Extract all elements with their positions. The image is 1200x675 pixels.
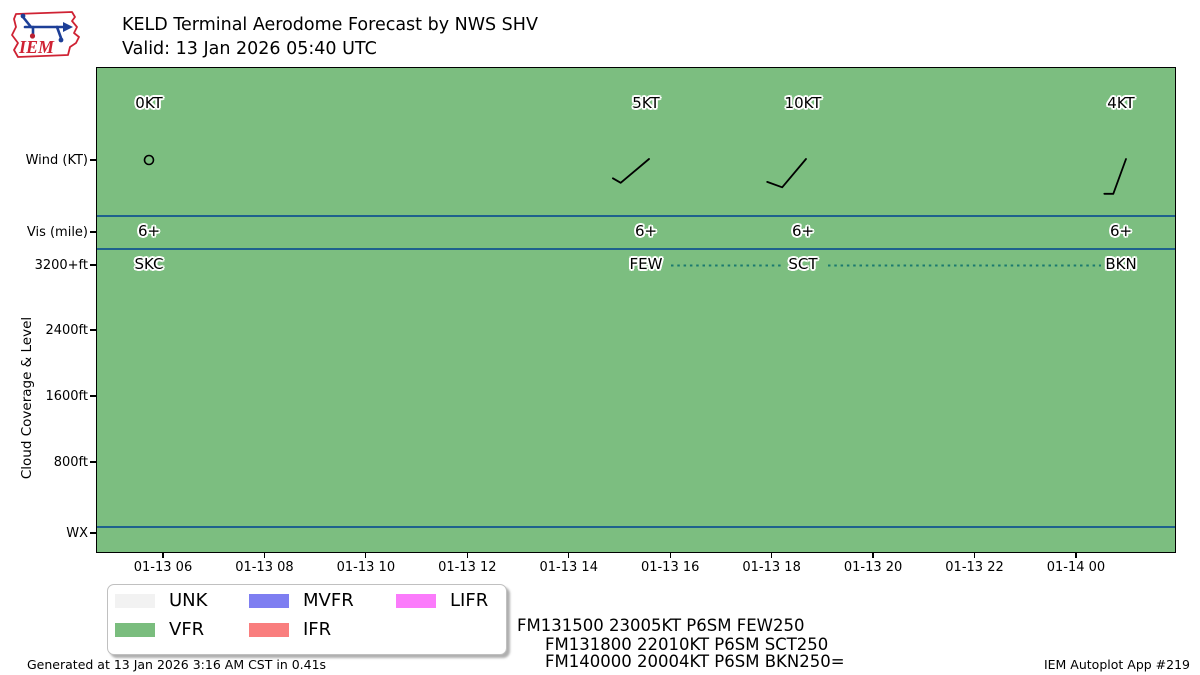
wind-speed-label: 5KT xyxy=(632,94,660,112)
legend-label-vfr: VFR xyxy=(169,619,205,640)
legend-label-ifr: IFR xyxy=(303,619,332,640)
separator-line-1 xyxy=(97,215,1175,217)
legend-swatch-ifr xyxy=(249,623,289,637)
y-tick-label: 2400ft xyxy=(45,323,88,338)
legend-swatch-unk xyxy=(115,594,155,608)
legend-label-lifr: LIFR xyxy=(450,590,489,611)
separator-line-2 xyxy=(97,248,1175,250)
page-title: KELD Terminal Aerodome Forecast by NWS S… xyxy=(122,15,538,35)
legend-label-mvfr: MVFR xyxy=(303,590,354,611)
x-tick-label: 01-13 14 xyxy=(539,560,598,575)
legend-swatch-vfr xyxy=(115,623,155,637)
visibility-label: 6+ xyxy=(1109,222,1133,240)
cloud-coverage-label: FEW xyxy=(629,255,663,273)
wind-speed-label: 0KT xyxy=(135,94,163,112)
x-tick-label: 01-13 08 xyxy=(235,560,294,575)
x-tick-mark xyxy=(466,553,468,558)
x-tick-label: 01-13 18 xyxy=(742,560,801,575)
weather-vane-icon xyxy=(20,13,73,43)
x-tick-mark xyxy=(263,553,266,558)
vane-hub xyxy=(29,33,36,39)
visibility-label: 6+ xyxy=(634,222,658,240)
x-tick-mark xyxy=(1075,553,1077,558)
separator-line-3 xyxy=(97,526,1175,528)
taf-line-2: FM131800 22010KT P6SM SCT250 xyxy=(545,635,829,654)
logo-text: IEM xyxy=(18,37,55,57)
legend: UNK MVFR LIFR VFR IFR xyxy=(107,584,507,655)
x-tick-mark xyxy=(771,553,773,558)
valid-subtitle: Valid: 13 Jan 2026 05:40 UTC xyxy=(122,39,377,59)
cloud-coverage-label: SKC xyxy=(134,255,164,273)
x-tick-mark xyxy=(568,553,570,558)
y-tick-label: WX xyxy=(66,526,88,541)
app-credit: IEM Autoplot App #219 xyxy=(1043,657,1190,672)
plot-area: 0KT 6+ SKC 5KT 6+ FEW 10KT 6+ SCT 4KT 6+ BKN xyxy=(96,67,1176,553)
x-tick-mark xyxy=(872,553,874,558)
cloud-coverage-label: BKN xyxy=(1105,255,1137,273)
visibility-label: 6+ xyxy=(137,222,161,240)
iem-logo: IEM xyxy=(11,11,80,58)
x-tick-label: 01-13 06 xyxy=(133,560,193,575)
wind-speed-label: 4KT xyxy=(1107,94,1135,112)
y-tick-mark xyxy=(90,461,96,463)
y-tick-label: 3200+ft xyxy=(34,258,88,273)
y-tick-mark xyxy=(90,329,96,331)
plot-canvas xyxy=(143,154,1127,267)
x-tick-label: 01-14 00 xyxy=(1046,560,1106,575)
calm-wind-icon xyxy=(143,154,155,166)
wind-barb-icon xyxy=(612,158,650,184)
taf-line-1: FM131500 23005KT P6SM FEW250 xyxy=(517,616,805,635)
legend-swatch-mvfr xyxy=(249,594,289,608)
y-tick-label: 1600ft xyxy=(45,389,88,404)
y-tick-mark xyxy=(90,264,96,266)
cloud-coverage-label: SCT xyxy=(788,255,818,273)
generated-timestamp: Generated at 13 Jan 2026 3:16 AM CST in … xyxy=(27,657,327,672)
y-tick-mark xyxy=(90,159,96,161)
wind-barb-icon xyxy=(1103,158,1127,195)
y-tick-mark xyxy=(90,395,96,397)
wind-barb-icon xyxy=(766,158,807,189)
x-tick-mark xyxy=(973,553,976,558)
x-tick-label: 01-13 16 xyxy=(640,560,700,575)
x-tick-mark xyxy=(669,553,671,558)
legend-swatch-lifr xyxy=(396,594,436,608)
x-tick-label: 01-13 12 xyxy=(438,560,497,575)
x-tick-label: 01-13 22 xyxy=(945,560,1004,575)
x-tick-label: 01-13 10 xyxy=(336,560,396,575)
legend-label-unk: UNK xyxy=(169,590,208,611)
y-tick-mark xyxy=(90,532,96,534)
visibility-label: 6+ xyxy=(791,222,815,240)
taf-line-3: FM140000 20004KT P6SM BKN250= xyxy=(545,652,845,671)
x-tick-mark xyxy=(365,553,367,558)
wind-speed-label: 10KT xyxy=(784,94,822,112)
y-tick-label: Wind (KT) xyxy=(25,153,88,168)
y-tick-label: 800ft xyxy=(53,455,88,470)
y-tick-label: Vis (mile) xyxy=(26,225,88,240)
y-tick-mark xyxy=(90,231,96,233)
x-tick-mark xyxy=(162,553,164,558)
x-tick-label: 01-13 20 xyxy=(843,560,903,575)
